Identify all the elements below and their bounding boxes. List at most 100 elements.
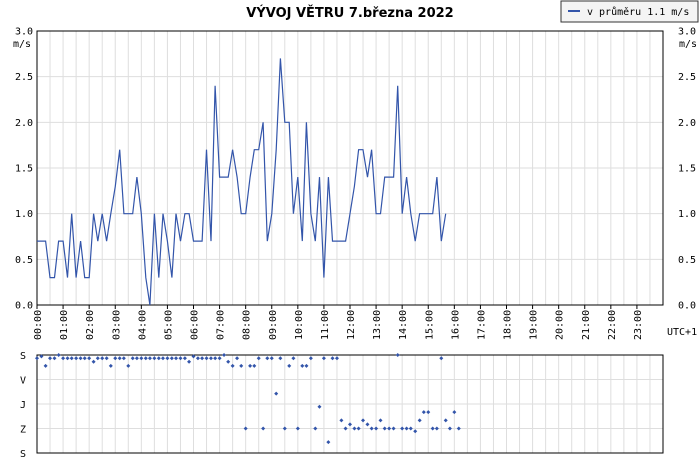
direction-point	[48, 356, 53, 361]
direction-point	[35, 356, 39, 361]
chart-title: VÝVOJ VĚTRU 7.března 2022	[246, 5, 453, 21]
direction-point	[208, 356, 213, 361]
direction-point	[408, 426, 413, 431]
direction-point	[239, 363, 244, 368]
direction-point	[226, 359, 231, 364]
x-tick-label: 04:00	[137, 310, 148, 340]
direction-point	[391, 426, 396, 431]
direction-point	[400, 426, 405, 431]
x-tick-label: 00:00	[33, 310, 44, 340]
direction-point	[295, 426, 300, 431]
direction-point	[252, 363, 257, 368]
direction-point	[413, 429, 418, 434]
direction-point	[278, 356, 283, 361]
direction-point	[378, 418, 383, 423]
direction-point	[91, 359, 96, 364]
x-tick-label: 23:00	[633, 310, 644, 340]
direction-point	[156, 356, 161, 361]
direction-point	[443, 418, 448, 423]
direction-point	[348, 422, 352, 427]
x-tick-label: 02:00	[85, 310, 96, 340]
direction-point	[82, 356, 87, 361]
legend: v průměru 1.1 m/s	[560, 0, 699, 23]
direction-point	[87, 356, 92, 361]
direction-point	[395, 353, 400, 357]
direction-point	[265, 356, 270, 361]
speed-plot	[37, 58, 447, 306]
direction-point	[339, 418, 344, 423]
dir-y-tick-label: Z	[20, 425, 26, 436]
direction-point	[269, 356, 274, 361]
direction-point	[343, 426, 348, 431]
direction-point	[213, 356, 218, 361]
direction-point	[230, 363, 235, 368]
direction-grid: S V J Z S	[20, 351, 664, 460]
direction-point	[282, 426, 287, 431]
y-tick-label: 3.0	[15, 27, 33, 38]
direction-point	[356, 426, 361, 431]
y-tick-label-right: 0.0	[678, 301, 696, 312]
x-tick-label: 22:00	[607, 310, 618, 340]
x-tick-label: 20:00	[555, 310, 566, 340]
direction-point	[65, 356, 70, 361]
direction-point	[317, 404, 322, 409]
direction-point	[174, 356, 179, 361]
timezone-label: UTC+1	[667, 327, 697, 338]
x-tick-label: 09:00	[268, 310, 279, 340]
direction-point	[243, 426, 248, 431]
direction-point	[204, 356, 209, 361]
legend-box	[560, 0, 699, 23]
speed-series-line	[37, 58, 447, 306]
direction-point	[178, 356, 183, 361]
direction-point	[434, 426, 439, 431]
y-tick-label-right: 3.0	[678, 27, 696, 38]
direction-point	[160, 356, 165, 361]
direction-point	[61, 356, 66, 361]
x-tick-label: 01:00	[59, 310, 70, 340]
direction-point	[108, 363, 113, 368]
dir-y-tick-label: J	[20, 400, 26, 411]
direction-point	[369, 426, 374, 431]
direction-point	[69, 356, 74, 361]
direction-point	[152, 356, 157, 361]
x-tick-label: 19:00	[529, 310, 540, 340]
direction-point	[308, 356, 313, 361]
dir-y-tick-label: S	[20, 449, 26, 460]
direction-point	[134, 356, 139, 361]
direction-point	[187, 359, 192, 364]
x-tick-label: 03:00	[111, 310, 122, 340]
x-tick-label: 08:00	[242, 310, 253, 340]
direction-point	[200, 356, 205, 361]
direction-point	[374, 426, 379, 431]
x-tick-label: 11:00	[320, 310, 331, 340]
x-tick-label: 07:00	[216, 310, 227, 340]
y-unit-label-right: m/s	[679, 39, 697, 50]
direction-point	[300, 363, 305, 368]
direction-point	[52, 356, 57, 361]
direction-point	[256, 356, 261, 361]
direction-point	[334, 356, 339, 361]
direction-point	[261, 426, 266, 431]
direction-point	[74, 356, 79, 361]
direction-point	[313, 426, 318, 431]
x-tick-label: 14:00	[398, 310, 409, 340]
direction-point	[195, 356, 200, 361]
direction-point	[304, 363, 309, 368]
x-tick-label: 13:00	[372, 310, 383, 340]
direction-point	[130, 356, 135, 361]
direction-point	[222, 353, 227, 357]
x-tick-label: 05:00	[163, 310, 174, 340]
direction-point	[217, 356, 222, 361]
direction-point	[78, 356, 83, 361]
y-tick-label-right: 1.5	[678, 164, 696, 175]
direction-point	[165, 356, 170, 361]
y-tick-label: 0.0	[15, 301, 33, 312]
direction-point	[56, 353, 61, 357]
y-tick-label: 1.0	[15, 209, 33, 220]
direction-point	[447, 426, 452, 431]
y-unit-label: m/s	[13, 39, 31, 50]
direction-point	[117, 356, 122, 361]
direction-point	[248, 363, 253, 368]
direction-point	[147, 356, 152, 361]
x-tick-label: 06:00	[190, 310, 201, 340]
